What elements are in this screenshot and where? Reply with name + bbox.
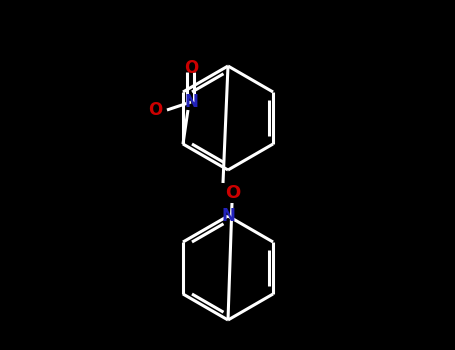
Text: O: O <box>184 59 198 77</box>
Text: O: O <box>148 101 162 119</box>
Text: N: N <box>184 93 198 111</box>
Text: N: N <box>221 207 235 225</box>
Text: O: O <box>225 184 241 202</box>
